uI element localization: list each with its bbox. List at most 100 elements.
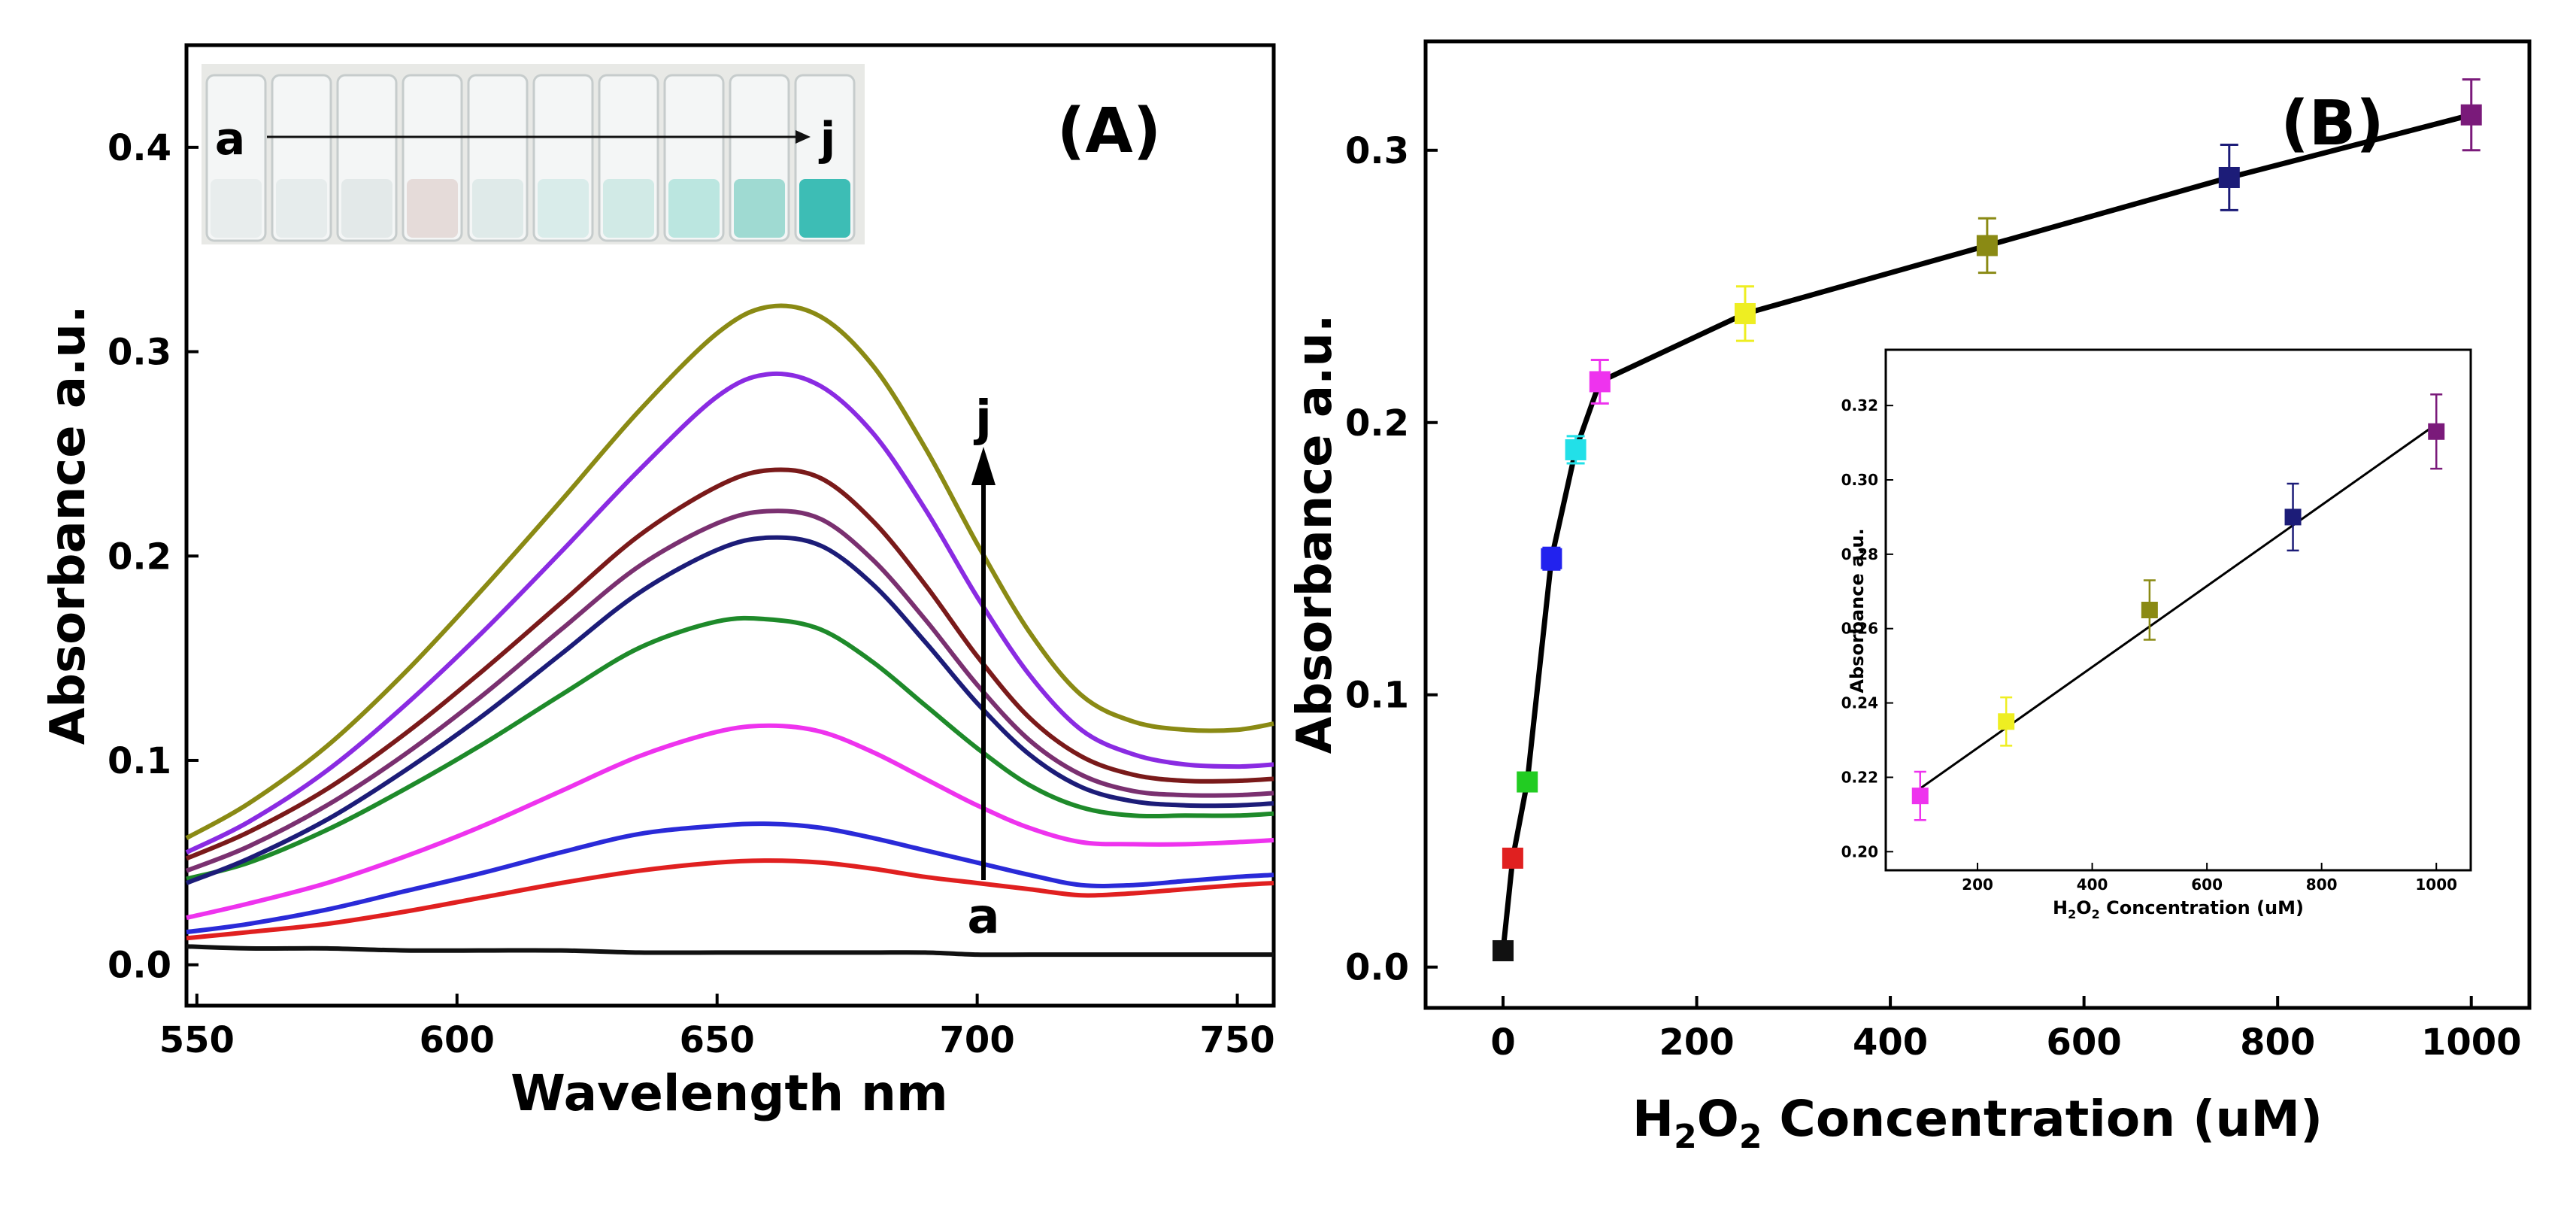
panel-b-point	[1493, 939, 1514, 961]
inset-y-tick-label: 0.28	[1841, 545, 1878, 563]
panel-b-x-tick-label: 1000	[2421, 1021, 2522, 1064]
inset-x-tick-label: 600	[2191, 876, 2223, 894]
panel-b-x-axis-label-sub1: 2	[1674, 1118, 1697, 1156]
vials-row	[205, 74, 856, 242]
spectrum-line-i	[185, 371, 1274, 854]
panel-b-point	[1976, 235, 1998, 256]
panel-a-y-axis-label: Absorbance a.u.	[41, 305, 96, 745]
panel-b-y-ticks: 0.0 0.1 0.2 0.3	[1345, 130, 1438, 989]
panel-b-x-tick-label: 400	[1853, 1021, 1928, 1064]
panel-a-y-tick-label: 0.1	[108, 740, 171, 782]
vial-liquid-9	[734, 179, 785, 238]
inset-frame	[1884, 348, 2472, 872]
vials-label-j: j	[819, 113, 836, 165]
inset-x-tick-label: 800	[2306, 876, 2338, 894]
panel-b-y-axis-label: Absorbance a.u.	[1287, 314, 1343, 754]
panel-a-label: (A)	[1057, 96, 1161, 167]
spectrum-line-d	[186, 723, 1274, 921]
inset-y-tick-label: 0.32	[1841, 396, 1878, 414]
inset-x-axis-label-o: O	[2076, 897, 2091, 918]
panel-a-y-tick-label: 0.4	[108, 127, 171, 169]
spectrum-line-g	[185, 508, 1274, 873]
inset-y-tick-label: 0.26	[1841, 620, 1878, 638]
panel-a-y-tick-label: 0.0	[108, 945, 171, 987]
panel-a-x-tick-label: 650	[680, 1019, 755, 1061]
spectrum-line-c	[186, 821, 1274, 935]
inset-x-axis-label-rest: Concentration (uM)	[2100, 897, 2304, 918]
vial-liquid-2	[276, 179, 327, 238]
panel-b-x-axis-label: H2O2 Concentration (uM)	[1632, 1090, 2323, 1156]
panel-b-y-tick-label: 0.0	[1345, 947, 1409, 989]
spectrum-line-h	[185, 467, 1274, 861]
panel-b-x-axis-label-sub2: 2	[1739, 1118, 1762, 1156]
panel-a-progression-arrowhead	[971, 447, 996, 485]
inset-x-axis-label-h: H	[2053, 897, 2068, 918]
panel-a-x-tick-label: 750	[1199, 1019, 1274, 1061]
inset-x-tick-label: 200	[1962, 876, 1993, 894]
inset-point	[2284, 508, 2302, 526]
panel-b-x-tick-label: 0	[1490, 1021, 1515, 1064]
vials-label-a: a	[215, 113, 246, 165]
inset-point	[2141, 602, 2158, 618]
inset-x-tick-label: 400	[2077, 876, 2108, 894]
spectrum-line-b	[186, 858, 1274, 941]
panel-a-series-group	[185, 303, 1274, 958]
panel-b: 0.0 0.1 0.2 0.3 0 200 400 600 800 1000 (B) Absor…	[1287, 39, 2532, 1156]
inset-point	[2428, 423, 2445, 440]
vial-liquid-6	[538, 179, 589, 238]
vials-photo-inset: a j	[202, 64, 865, 244]
inset-x-axis-label-sub1: 2	[2068, 907, 2076, 921]
panel-b-point	[1589, 371, 1611, 393]
inset-points-group	[1911, 393, 2445, 821]
panel-a: 0.0 0.1 0.2 0.3 0.4 550 600 650 700 750 (A) Abso…	[41, 43, 1276, 1122]
inset-x-ticks: 200 400 600 800 1000	[1962, 863, 2457, 894]
panel-a-arrow-label-j: j	[973, 391, 992, 447]
panel-a-y-tick-label: 0.2	[108, 536, 171, 578]
panel-b-point	[1541, 548, 1562, 569]
spectrum-line-e	[186, 615, 1274, 882]
panel-b-point	[2218, 166, 2240, 188]
inset-y-tick-label: 0.20	[1841, 842, 1878, 860]
vial-liquid-10	[799, 179, 850, 238]
spectrum-line-f	[185, 535, 1274, 885]
panel-a-x-tick-label: 700	[940, 1019, 1015, 1061]
panel-b-points-group	[1493, 78, 2482, 961]
panel-a-arrow-label-a: a	[967, 889, 999, 945]
inset-x-tick-label: 1000	[2415, 876, 2457, 894]
panel-b-point	[1502, 847, 1523, 869]
panel-b-y-tick-label: 0.2	[1345, 402, 1409, 445]
panel-b-x-tick-label: 600	[2047, 1021, 2122, 1064]
panel-b-inset: 0.20 0.22 0.24 0.26 0.28 0.30 0.32 200 400 600 80…	[1841, 348, 2472, 921]
panel-b-x-ticks: 0 200 400 600 800 1000	[1490, 996, 2522, 1064]
panel-a-y-tick-label: 0.3	[108, 332, 171, 374]
vial-liquid-5	[472, 179, 523, 238]
vial-liquid-4	[407, 179, 458, 238]
inset-point	[1911, 788, 1929, 805]
panel-b-y-tick-label: 0.1	[1345, 675, 1409, 717]
spectrum-line-a	[186, 944, 1274, 958]
panel-b-y-tick-label: 0.3	[1345, 130, 1409, 172]
panel-a-x-tick-label: 600	[420, 1019, 495, 1061]
vial-liquid-7	[603, 179, 654, 238]
inset-y-tick-label: 0.24	[1841, 694, 1878, 712]
panel-b-label: (B)	[2281, 88, 2384, 159]
vial-liquid-3	[341, 179, 392, 238]
vial-liquid-1	[211, 179, 262, 238]
inset-y-tick-label: 0.22	[1841, 768, 1878, 786]
panel-b-point	[1565, 439, 1587, 460]
inset-y-ticks: 0.20 0.22 0.24 0.26 0.28 0.30 0.32	[1841, 396, 1893, 860]
spectrum-line-j	[185, 303, 1274, 840]
panel-b-x-axis-label-rest: Concentration (uM)	[1762, 1090, 2323, 1148]
inset-x-axis-label: H2O2 Concentration (uM)	[2053, 897, 2304, 921]
panel-b-connecting-line	[1500, 112, 2472, 952]
inset-x-axis-label-sub2: 2	[2092, 907, 2100, 921]
inset-point	[1998, 713, 2015, 730]
vials-arrowhead	[796, 130, 811, 144]
panel-b-point	[2460, 104, 2482, 126]
panel-b-x-tick-label: 200	[1659, 1021, 1734, 1064]
inset-y-axis-label: Absorbance a.u.	[1847, 528, 1868, 693]
panel-b-x-axis-label-o: O	[1697, 1090, 1739, 1148]
panel-b-x-tick-label: 800	[2240, 1021, 2315, 1064]
panel-b-x-axis-label-h: H	[1632, 1090, 1674, 1148]
